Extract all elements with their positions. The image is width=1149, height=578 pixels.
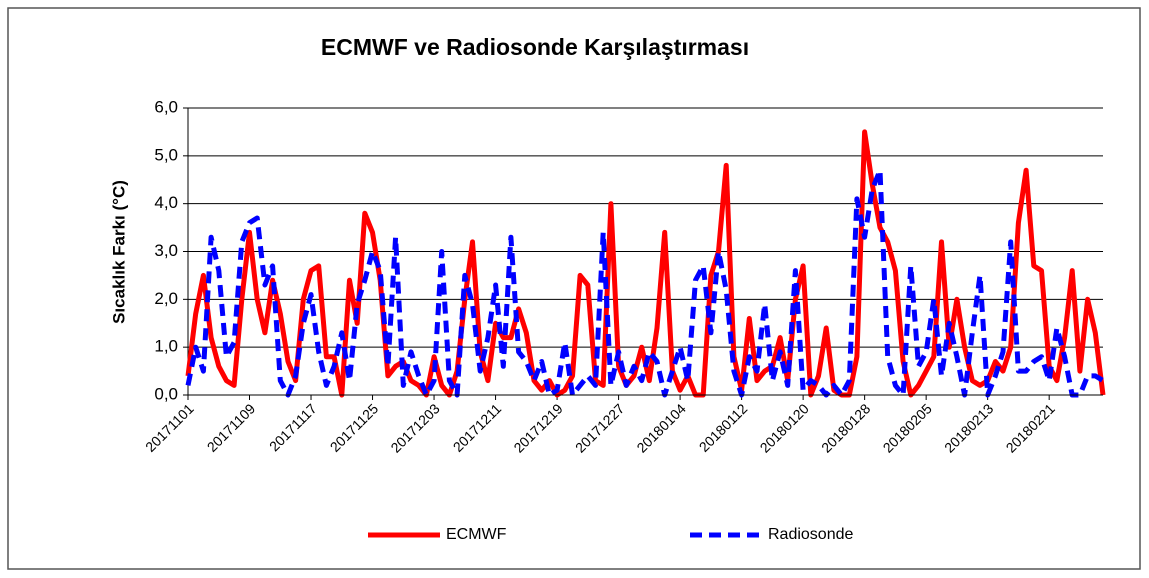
chart-title: ECMWF ve Radiosonde Karşılaştırması [321, 34, 749, 60]
y-tick-label: 5,0 [154, 145, 178, 164]
legend-label: ECMWF [446, 526, 507, 543]
y-tick-label: 4,0 [154, 193, 178, 212]
legend-label: Radiosonde [768, 526, 854, 543]
chart-frame [7, 7, 1141, 570]
series-line [185, 167, 1105, 398]
y-axis-title: Sıcaklık Farkı (°C) [109, 180, 128, 324]
y-tick-label: 2,0 [154, 289, 178, 308]
y-tick-label: 0,0 [154, 384, 178, 403]
y-tick-label: 6,0 [154, 97, 178, 116]
y-tick-label: 1,0 [154, 337, 178, 356]
y-tick-label: 3,0 [154, 241, 178, 260]
